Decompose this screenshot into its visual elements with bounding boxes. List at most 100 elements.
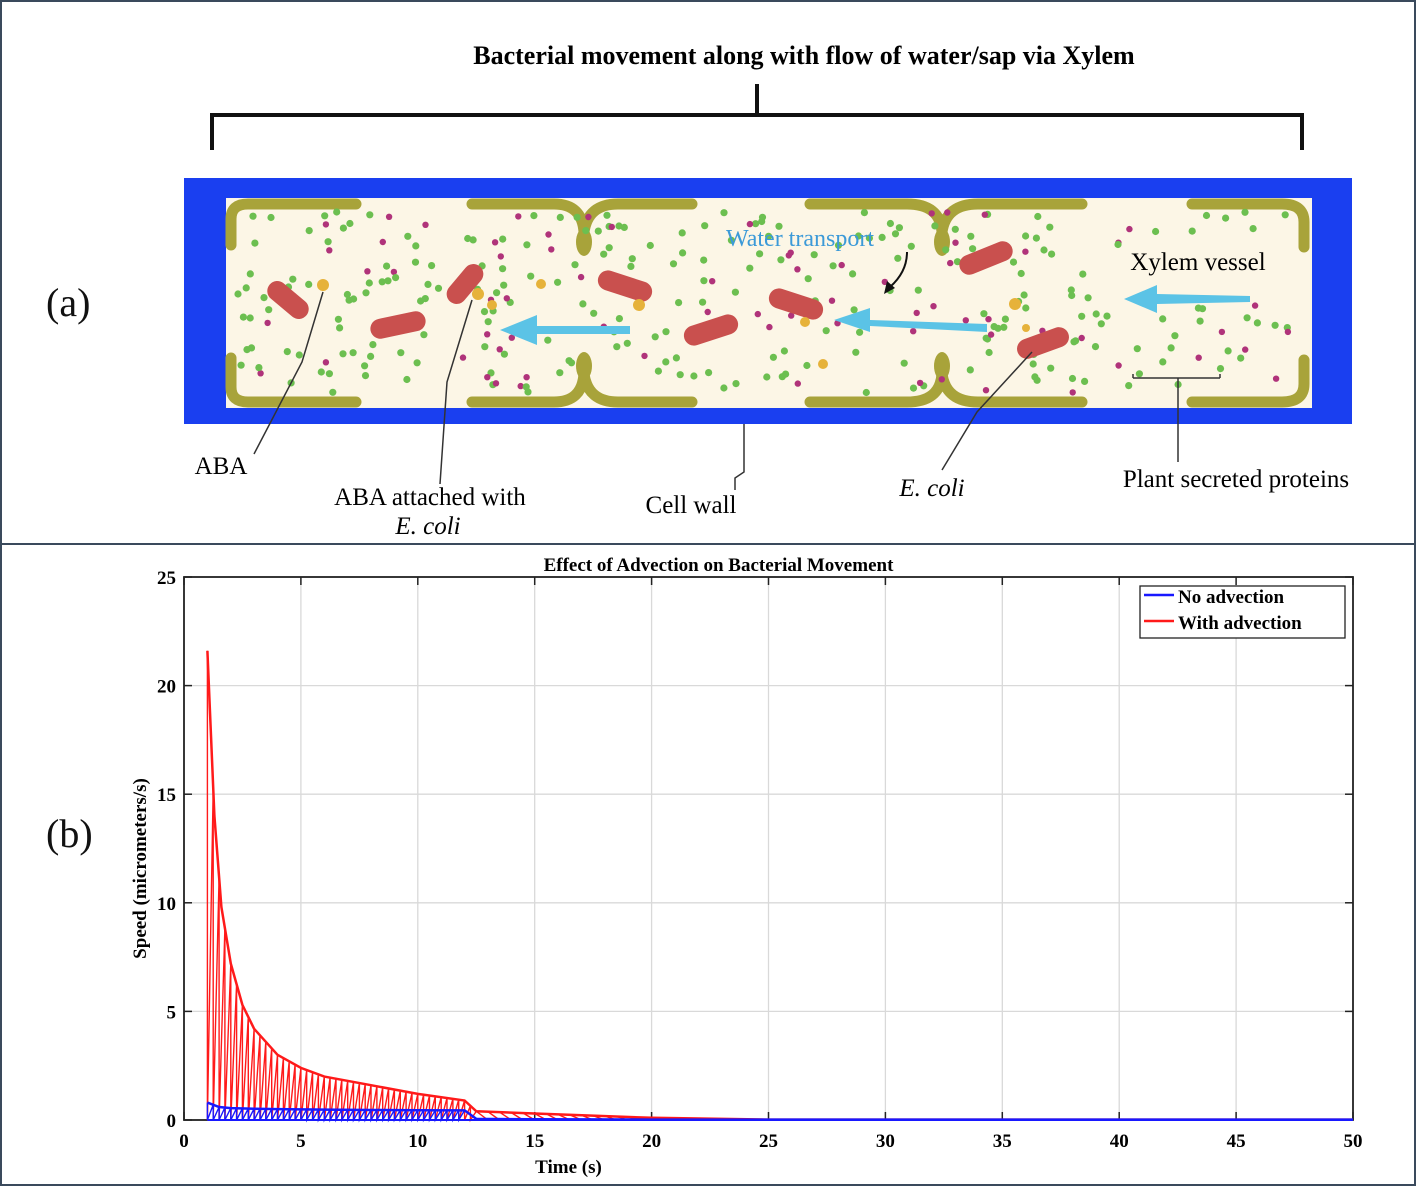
protein-dot-green bbox=[1031, 373, 1039, 381]
protein-dot-green bbox=[1047, 364, 1055, 372]
xylem-vessel-label: Xylem vessel bbox=[1130, 249, 1265, 276]
protein-dot-green bbox=[1009, 258, 1018, 266]
protein-dot-magenta bbox=[788, 312, 795, 319]
protein-dot-magenta bbox=[1251, 302, 1259, 309]
protein-dot-green bbox=[1216, 365, 1225, 373]
protein-dot-green bbox=[765, 232, 773, 240]
protein-dot-green bbox=[1202, 211, 1211, 220]
protein-dot-magenta bbox=[910, 328, 917, 335]
protein-dot-green bbox=[953, 258, 962, 266]
protein-dot-magenta bbox=[1126, 225, 1133, 233]
protein-dot-green bbox=[1070, 338, 1078, 346]
protein-dot-green bbox=[777, 256, 785, 264]
y-axis-label: Speed (micrometers/s) bbox=[130, 778, 151, 959]
protein-dot-green bbox=[544, 336, 552, 344]
protein-dot-green bbox=[672, 354, 681, 362]
protein-dot-green bbox=[732, 380, 740, 388]
protein-dot-green bbox=[804, 275, 812, 283]
protein-dot-green bbox=[891, 230, 900, 238]
protein-dot-green bbox=[758, 213, 767, 221]
protein-dot-green bbox=[1022, 304, 1030, 312]
series-hatch bbox=[206, 650, 769, 1123]
protein-dot-green bbox=[1167, 344, 1175, 352]
protein-dot-green bbox=[384, 277, 392, 285]
protein-dot-green bbox=[969, 245, 977, 253]
legend-label: No advection bbox=[1178, 587, 1285, 608]
protein-dot-green bbox=[523, 241, 531, 249]
y-tick-label: 5 bbox=[167, 1002, 177, 1023]
protein-dot-green bbox=[289, 275, 297, 283]
protein-dot-green bbox=[894, 254, 902, 262]
protein-dot-magenta bbox=[1272, 375, 1280, 382]
protein-dot-magenta bbox=[1195, 354, 1202, 361]
protein-dot-green bbox=[700, 277, 708, 285]
protein-dot-green bbox=[267, 213, 275, 222]
protein-dot-magenta bbox=[523, 374, 530, 381]
protein-dot-green bbox=[1020, 291, 1028, 299]
protein-dot-green bbox=[966, 366, 974, 374]
protein-dot-magenta bbox=[746, 220, 754, 228]
protein-dot-magenta bbox=[952, 239, 959, 246]
y-tick-label: 15 bbox=[157, 785, 176, 806]
protein-dot-magenta bbox=[517, 382, 524, 390]
plant-proteins-label: Plant secreted proteins bbox=[1123, 466, 1349, 493]
protein-dot-magenta bbox=[1218, 328, 1226, 336]
protein-dot-magenta bbox=[577, 273, 585, 281]
protein-dot-green bbox=[573, 213, 581, 221]
protein-dot-green bbox=[339, 350, 347, 358]
protein-dot-green bbox=[676, 371, 684, 379]
protein-dot-green bbox=[1017, 269, 1025, 278]
aba-7 bbox=[818, 359, 828, 369]
protein-dot-green bbox=[571, 261, 579, 269]
protein-dot-green bbox=[346, 219, 354, 228]
protein-dot-magenta bbox=[944, 209, 951, 216]
protein-dot-green bbox=[554, 278, 562, 286]
protein-dot-magenta bbox=[704, 308, 711, 316]
protein-dot-green bbox=[675, 299, 683, 307]
protein-dot-green bbox=[567, 359, 576, 367]
water-transport-label: Water transport bbox=[726, 226, 874, 252]
protein-dot-green bbox=[324, 238, 332, 246]
protein-dot-green bbox=[481, 343, 489, 351]
protein-dot-green bbox=[623, 339, 631, 347]
protein-dot-green bbox=[705, 369, 713, 377]
protein-dot-green bbox=[701, 222, 709, 230]
x-tick-label: 30 bbox=[876, 1131, 895, 1152]
x-tick-label: 45 bbox=[1227, 1131, 1246, 1152]
legend-label: With advection bbox=[1178, 613, 1302, 634]
protein-dot-green bbox=[1253, 319, 1261, 327]
protein-dot-green bbox=[662, 328, 670, 336]
protein-dot-green bbox=[260, 294, 268, 302]
protein-dot-green bbox=[1032, 234, 1040, 242]
protein-dot-green bbox=[434, 284, 443, 292]
protein-dot-green bbox=[1159, 315, 1167, 323]
protein-dot-green bbox=[305, 280, 313, 288]
protein-dot-green bbox=[862, 388, 870, 397]
protein-dot-green bbox=[579, 300, 587, 308]
protein-dot-green bbox=[720, 384, 728, 392]
protein-dot-green bbox=[247, 344, 256, 352]
x-tick-label: 40 bbox=[1110, 1131, 1129, 1152]
protein-dot-green bbox=[1249, 225, 1257, 233]
ecoli-7 bbox=[959, 241, 1013, 275]
protein-dot-green bbox=[333, 208, 341, 216]
protein-dot-green bbox=[237, 361, 245, 369]
protein-dot-green bbox=[343, 290, 351, 299]
protein-dot-green bbox=[907, 242, 915, 250]
x-tick-label: 20 bbox=[642, 1131, 661, 1152]
protein-dot-green bbox=[1000, 323, 1008, 331]
protein-dot-green bbox=[1224, 347, 1232, 355]
chart-legend: No advection With advection bbox=[1139, 585, 1346, 639]
protein-dot-green bbox=[1040, 246, 1048, 254]
protein-dot-green bbox=[464, 234, 472, 243]
protein-dot-green bbox=[325, 370, 333, 378]
aba-molecules bbox=[317, 279, 1030, 369]
leader-lines bbox=[253, 291, 1221, 490]
protein-dot-green bbox=[914, 286, 922, 294]
protein-dot-green bbox=[951, 225, 959, 233]
protein-dot-green bbox=[856, 328, 864, 336]
ecoli-leader bbox=[941, 351, 1033, 471]
protein-dot-green bbox=[234, 290, 242, 298]
protein-dot-green bbox=[383, 262, 391, 270]
protein-dot-green bbox=[345, 296, 353, 304]
